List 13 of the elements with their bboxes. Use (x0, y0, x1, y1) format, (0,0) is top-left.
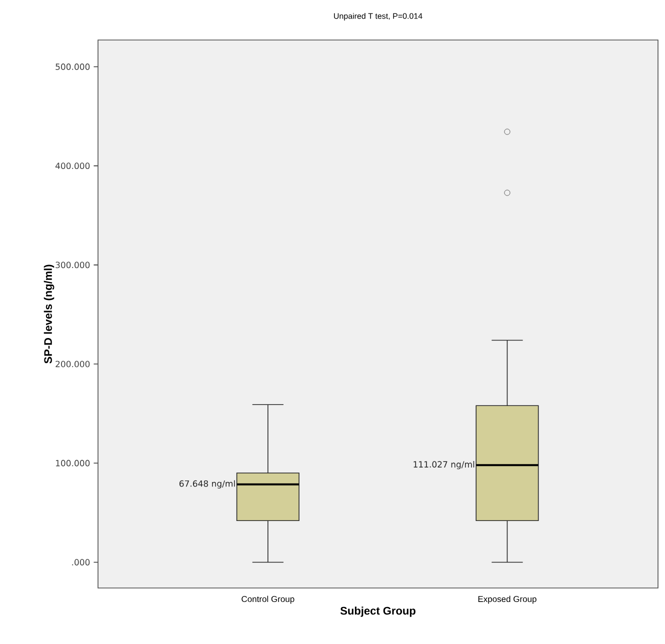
x-tick-label: Exposed Group (478, 596, 536, 604)
y-tick-label: 300.000 (56, 262, 90, 268)
annotation: 111.027 ng/ml (414, 460, 474, 470)
annotation: 67.648 ng/ml (179, 480, 235, 488)
x-tick-label: Control Group (242, 596, 294, 604)
y-axis-title: SP-D levels (ng/ml) (44, 264, 54, 364)
chart-title: Unpaired T test, P=0.014 (334, 12, 422, 20)
y-tick-label: .000 (72, 559, 90, 566)
y-tick-label: 100.000 (56, 460, 90, 466)
x-axis-title: Subject Group (340, 606, 416, 617)
y-tick-label: 400.000 (55, 162, 90, 170)
y-tick-label: 200.000 (56, 360, 90, 368)
y-tick-label: 500.000 (56, 64, 90, 70)
